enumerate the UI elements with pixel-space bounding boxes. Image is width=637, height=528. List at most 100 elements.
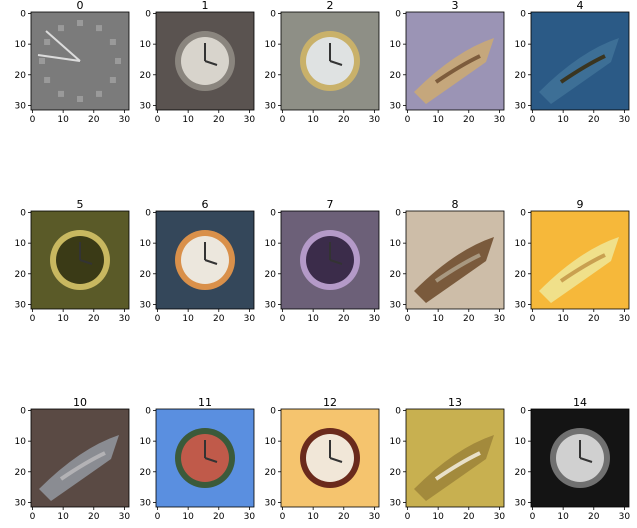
- y-tick-label: 0: [520, 209, 526, 219]
- x-tick-label: 10: [557, 512, 569, 522]
- x-tick-label: 0: [155, 115, 161, 125]
- x-tick-label: 0: [155, 512, 161, 522]
- y-tick-label: 0: [395, 209, 401, 219]
- x-tick-label: 10: [307, 115, 319, 125]
- clock-image: [531, 409, 629, 507]
- clock-marker: [58, 90, 64, 97]
- axes-frame: [30, 210, 130, 310]
- y-tick-label: 0: [270, 10, 276, 20]
- clock-hand: [79, 259, 93, 265]
- y-tick-label: 30: [15, 498, 27, 508]
- y-tick-label: 20: [140, 270, 152, 280]
- y-tick-label: 0: [20, 10, 26, 20]
- x-tick-label: 20: [88, 512, 100, 522]
- y-tick-label: 30: [140, 300, 152, 310]
- y-tick-label: 30: [265, 300, 277, 310]
- y-tick-label: 20: [265, 71, 277, 81]
- axes-frame: [155, 210, 255, 310]
- y-tick-label: 20: [15, 270, 27, 280]
- clock-marker: [109, 77, 116, 83]
- x-tick-label: 0: [280, 512, 286, 522]
- x-tick-label: 0: [405, 115, 411, 125]
- x-tick-label: 20: [588, 115, 600, 125]
- x-tick-label: 20: [338, 512, 350, 522]
- y-tick-label: 30: [515, 300, 527, 310]
- crocodile-detail: [59, 451, 106, 481]
- x-tick-label: 30: [494, 512, 506, 522]
- x-tick-label: 0: [30, 115, 36, 125]
- y-tick-label: 30: [15, 101, 27, 111]
- y-tick-label: 0: [395, 10, 401, 20]
- x-tick-label: 20: [588, 314, 600, 324]
- y-tick-label: 10: [15, 239, 27, 249]
- x-tick-label: 30: [119, 115, 131, 125]
- clock-hand: [37, 54, 81, 62]
- crocodile-image: [31, 409, 129, 507]
- x-tick-label: 10: [557, 115, 569, 125]
- x-tick-label: 0: [30, 314, 36, 324]
- crocodile-image: [406, 12, 504, 110]
- y-tick-label: 30: [390, 300, 402, 310]
- x-tick-label: 10: [432, 115, 444, 125]
- y-tick-label: 20: [390, 468, 402, 478]
- clock-marker: [115, 58, 121, 64]
- x-tick-label: 10: [432, 512, 444, 522]
- y-tick-label: 20: [390, 71, 402, 81]
- x-tick-label: 30: [619, 512, 631, 522]
- clock-marker: [96, 25, 102, 32]
- x-tick-label: 30: [119, 314, 131, 324]
- crocodile-detail: [559, 253, 606, 283]
- y-tick-label: 10: [140, 40, 152, 50]
- x-tick-label: 20: [213, 512, 225, 522]
- x-tick-label: 0: [530, 512, 536, 522]
- x-tick-label: 0: [405, 512, 411, 522]
- x-tick-label: 10: [182, 512, 194, 522]
- x-tick-label: 0: [30, 512, 36, 522]
- x-tick-label: 20: [463, 314, 475, 324]
- clock-hand: [204, 259, 218, 265]
- clock-hand: [204, 457, 218, 463]
- x-tick-label: 10: [57, 314, 69, 324]
- clock-marker: [44, 39, 51, 45]
- axes-frame: [405, 11, 505, 111]
- y-tick-label: 30: [515, 101, 527, 111]
- clock-image: [31, 211, 129, 309]
- axes-frame: [30, 11, 130, 111]
- y-tick-label: 0: [270, 407, 276, 417]
- axes-frame: [155, 11, 255, 111]
- x-tick-label: 0: [280, 314, 286, 324]
- y-tick-label: 0: [145, 209, 151, 219]
- clock-marker: [39, 58, 45, 64]
- clock-hand: [329, 457, 343, 463]
- y-tick-label: 10: [140, 437, 152, 447]
- clock-marker: [44, 77, 51, 83]
- clock-hand: [579, 457, 593, 463]
- y-tick-label: 30: [390, 101, 402, 111]
- x-tick-label: 20: [213, 115, 225, 125]
- y-tick-label: 30: [140, 498, 152, 508]
- x-tick-label: 20: [463, 115, 475, 125]
- x-tick-label: 20: [88, 115, 100, 125]
- panel-title: 9: [577, 198, 584, 211]
- clock-image: [156, 12, 254, 110]
- axes-frame: [405, 408, 505, 508]
- y-tick-label: 30: [15, 300, 27, 310]
- x-tick-label: 30: [494, 115, 506, 125]
- clock-image: [281, 211, 379, 309]
- axes-frame: [280, 210, 380, 310]
- panel-title: 12: [323, 396, 337, 409]
- x-tick-label: 30: [369, 115, 381, 125]
- crocodile-detail: [559, 54, 606, 84]
- clock-image: [156, 211, 254, 309]
- axes-frame: [155, 408, 255, 508]
- x-tick-label: 10: [57, 512, 69, 522]
